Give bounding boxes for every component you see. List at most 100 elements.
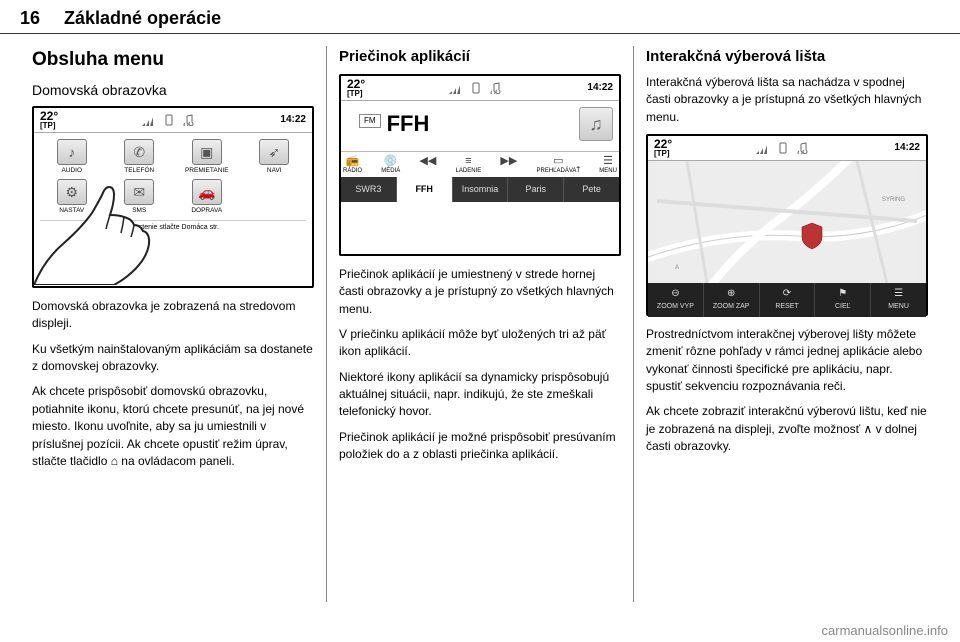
phone-icon: ✆ bbox=[124, 139, 154, 165]
app-tile-audio[interactable]: ♪ AUDIO bbox=[44, 139, 100, 175]
svg-text:A: A bbox=[675, 265, 679, 271]
columns: Obsluha menu Domovská obrazovka 22° [TP] bbox=[0, 34, 960, 614]
ctrl-tune[interactable]: ≡ LADENIE bbox=[456, 154, 482, 176]
status-bar: 22° [TP] 14:22 bbox=[341, 76, 619, 101]
car-icon: 🚗 bbox=[192, 179, 222, 205]
disc-icon: 💿 bbox=[384, 154, 398, 166]
nav-footer-label: RESET bbox=[775, 302, 798, 312]
column-2: Priečinok aplikácií 22° [TP] bbox=[327, 46, 634, 602]
status-temp: 22° bbox=[347, 78, 365, 90]
zoom-in-icon: ⊕ bbox=[727, 287, 735, 302]
app-tile-navi[interactable]: ➶ NAVI bbox=[246, 139, 302, 175]
tray-icon-phone bbox=[162, 114, 176, 126]
col1-p1: Domovská obrazovka je zobrazená na stred… bbox=[32, 298, 314, 333]
ctrl-label: MENU bbox=[599, 167, 617, 176]
nav-menu[interactable]: ☰ MENU bbox=[871, 283, 926, 317]
preset-1[interactable]: SWR3 bbox=[341, 177, 397, 202]
reset-icon: ⟳ bbox=[783, 287, 791, 302]
album-art-placeholder: ♫ bbox=[579, 107, 613, 141]
ctrl-label: RÁDIO bbox=[343, 167, 362, 176]
browse-icon: ▭ bbox=[553, 154, 563, 166]
nav-footer-label: MENU bbox=[888, 302, 909, 312]
app-tile-label: DOPRAVA bbox=[191, 206, 222, 215]
nav-footer-label: ZOOM VYP bbox=[657, 302, 694, 312]
radio-main: FM FFH ♫ bbox=[341, 101, 619, 151]
status-time: 14:22 bbox=[587, 81, 613, 96]
app-tile-label: NAVI bbox=[267, 166, 282, 175]
map-canvas[interactable]: SYRING A bbox=[648, 161, 926, 283]
flag-icon: ⚑ bbox=[838, 287, 847, 302]
tray-icon-signal bbox=[142, 114, 156, 126]
app-tile-label: AUDIO bbox=[61, 166, 82, 175]
menu-icon: ☰ bbox=[603, 154, 613, 166]
tray-icon-signal bbox=[449, 82, 463, 94]
app-tile-settings[interactable]: ⚙ NASTAV bbox=[44, 179, 100, 215]
ctrl-radio[interactable]: 📻 RÁDIO bbox=[343, 154, 362, 176]
col1-h2: Domovská obrazovka bbox=[32, 80, 314, 100]
tray-icon-note bbox=[182, 114, 196, 126]
tray-icon-note bbox=[489, 82, 503, 94]
tray-icon-note bbox=[796, 142, 810, 154]
menu-icon: ☰ bbox=[894, 287, 903, 302]
page-number: 16 bbox=[20, 8, 40, 29]
status-bar: 22° [TP] 14:22 bbox=[34, 108, 312, 133]
col1-h1: Obsluha menu bbox=[32, 46, 314, 74]
tune-icon: ≡ bbox=[465, 154, 471, 166]
home-footer: opustenie stlačte Domáca str. bbox=[40, 220, 306, 233]
app-tile-label: NASTAV bbox=[59, 206, 84, 215]
tray-icon-phone bbox=[776, 142, 790, 154]
status-tp: [TP] bbox=[654, 150, 672, 158]
nav-zoom-out[interactable]: ⊖ ZOOM VYP bbox=[648, 283, 704, 317]
col2-p1: Priečinok aplikácií je umiestnený v stre… bbox=[339, 266, 621, 318]
station-name: FFH bbox=[387, 108, 430, 140]
envelope-icon: ✉ bbox=[124, 179, 154, 205]
ctrl-media[interactable]: 💿 MÉDIÁ bbox=[381, 154, 400, 176]
ctrl-prev[interactable]: ◀◀ bbox=[419, 154, 436, 176]
status-tp: [TP] bbox=[40, 122, 58, 130]
status-time: 14:22 bbox=[280, 113, 306, 128]
status-tray-icons bbox=[142, 114, 196, 126]
app-tile-label: TELEFÓN bbox=[124, 166, 154, 175]
page-header: 16 Základné operácie bbox=[0, 0, 960, 34]
col3-h2: Interakčná výberová lišta bbox=[646, 46, 928, 68]
control-row: 📻 RÁDIO 💿 MÉDIÁ ◀◀ ≡ LADENIE ▶▶ bbox=[341, 151, 619, 178]
col3-p1: Interakčná výberová lišta sa nachádza v … bbox=[646, 74, 928, 126]
nav-destination[interactable]: ⚑ CIEĽ bbox=[815, 283, 871, 317]
app-tile-traffic[interactable]: 🚗 DOPRAVA bbox=[179, 179, 235, 215]
app-tile-label: PREMIETANIE bbox=[185, 166, 229, 175]
status-time: 14:22 bbox=[894, 141, 920, 156]
preset-4[interactable]: Paris bbox=[508, 177, 564, 202]
page-header-title: Základné operácie bbox=[64, 8, 221, 29]
app-tile-sms[interactable]: ✉ SMS bbox=[111, 179, 167, 215]
col1-p3: Ak chcete prispôsobiť domovskú obrazovku… bbox=[32, 383, 314, 470]
screenshot-radio: 22° [TP] 14:22 FM bbox=[339, 74, 621, 256]
seek-fwd-icon: ▶▶ bbox=[500, 154, 517, 166]
col3-p2: Prostredníctvom interakčnej výberovej li… bbox=[646, 326, 928, 396]
preset-3[interactable]: Insomnia bbox=[453, 177, 509, 202]
zoom-out-icon: ⊖ bbox=[671, 287, 679, 302]
preset-5[interactable]: Pete bbox=[564, 177, 619, 202]
col1-p2: Ku všetkým nainštalovaným aplikáciám sa … bbox=[32, 341, 314, 376]
ctrl-browse[interactable]: ▭ PREHĽADÁVAŤ bbox=[537, 154, 581, 176]
nav-zoom-in[interactable]: ⊕ ZOOM ZAP bbox=[704, 283, 760, 317]
nav-reset[interactable]: ⟳ RESET bbox=[760, 283, 816, 317]
col2-p2: V priečinku aplikácií môže byť uložených… bbox=[339, 326, 621, 361]
seek-back-icon: ◀◀ bbox=[419, 154, 436, 166]
status-tray-icons bbox=[756, 142, 810, 154]
preset-2[interactable]: FFH bbox=[397, 177, 453, 202]
app-tile-projection[interactable]: ▣ PREMIETANIE bbox=[179, 139, 235, 175]
nav-footer-label: CIEĽ bbox=[835, 302, 851, 312]
app-tile-phone[interactable]: ✆ TELEFÓN bbox=[111, 139, 167, 175]
compass-icon: ➶ bbox=[259, 139, 289, 165]
column-3: Interakčná výberová lišta Interakčná výb… bbox=[634, 46, 940, 602]
nav-footer: ⊖ ZOOM VYP ⊕ ZOOM ZAP ⟳ RESET ⚑ CIEĽ ☰ bbox=[648, 283, 926, 317]
music-icon: ♪ bbox=[57, 139, 87, 165]
watermark: carmanualsonline.info bbox=[822, 623, 948, 638]
status-tp: [TP] bbox=[347, 90, 365, 98]
radio-icon: 📻 bbox=[346, 154, 360, 166]
ctrl-menu[interactable]: ☰ MENU bbox=[599, 154, 617, 176]
screenshot-nav: 22° [TP] 14:22 bbox=[646, 134, 928, 316]
col3-p3: Ak chcete zobraziť interakčnú výberovú l… bbox=[646, 403, 928, 455]
ctrl-next[interactable]: ▶▶ bbox=[500, 154, 517, 176]
tray-icon-signal bbox=[756, 142, 770, 154]
